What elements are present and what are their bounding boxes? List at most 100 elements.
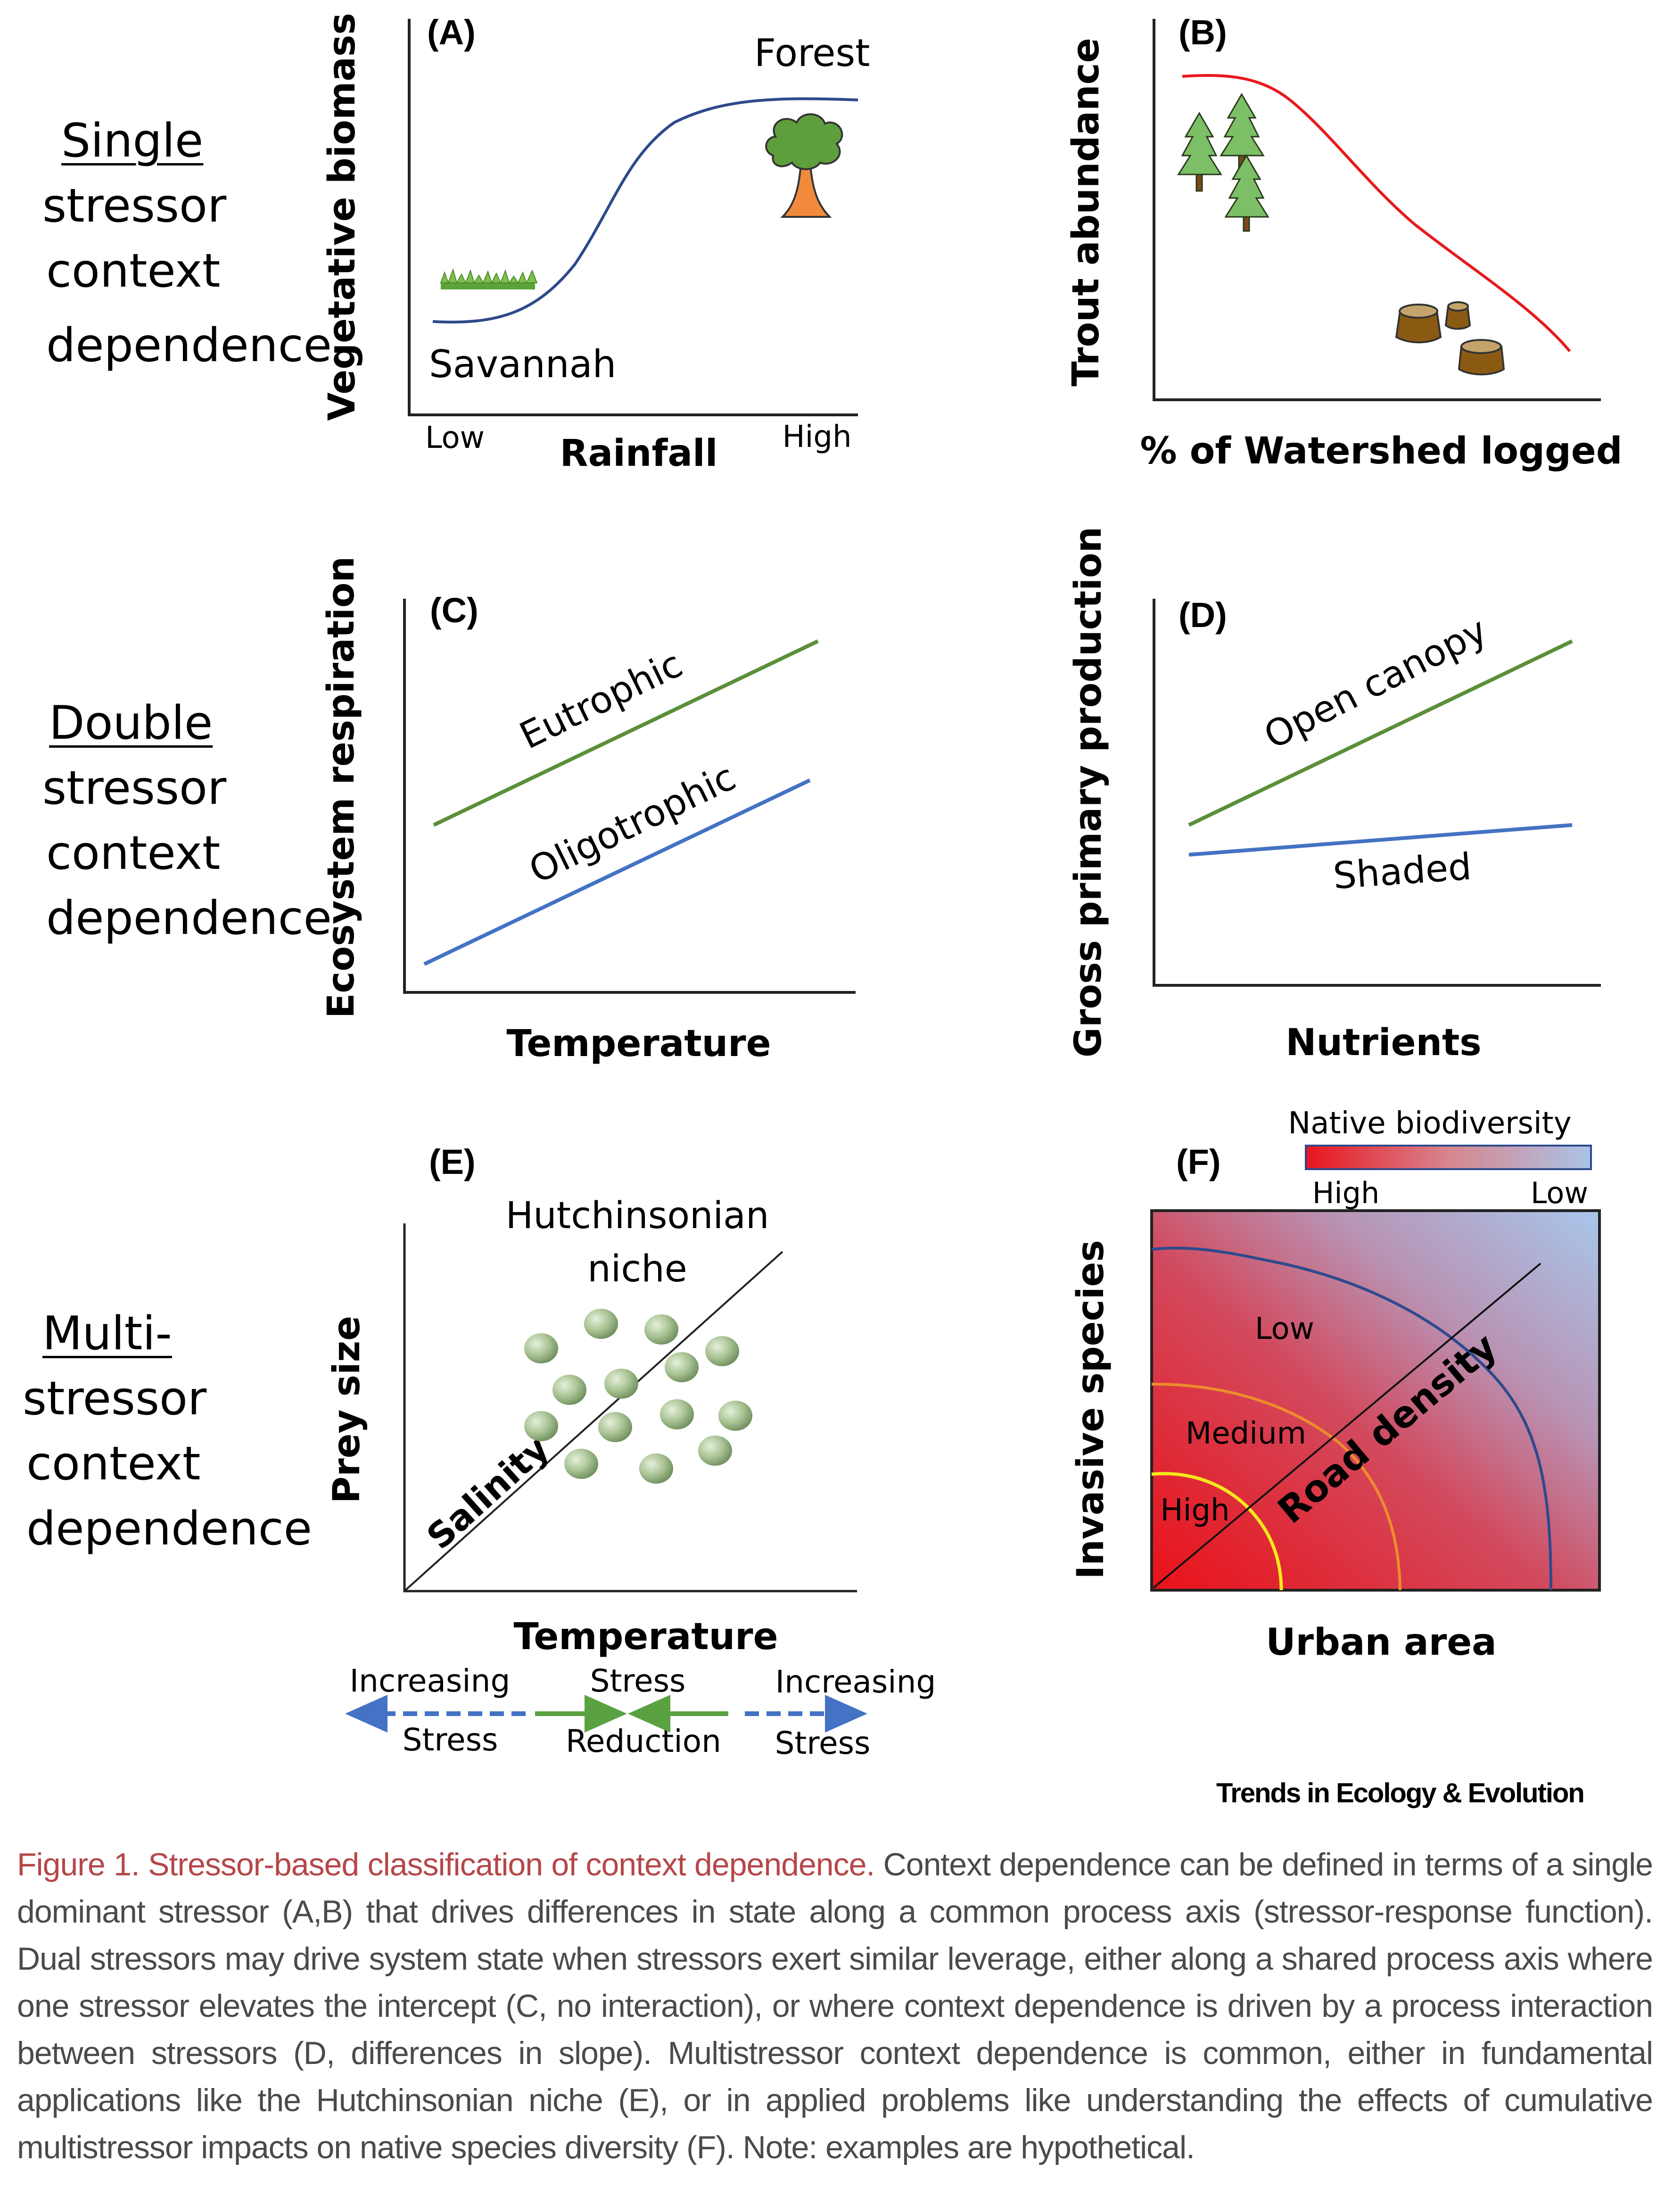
axes <box>403 599 856 994</box>
row-label-single: Single stressor context dependence <box>28 108 332 378</box>
panel-d: (D) Gross primary production Nutrients O… <box>1067 527 1601 1064</box>
row-line: stressor <box>23 1372 207 1426</box>
contour-high-label: High <box>1160 1493 1229 1528</box>
stumps-icon <box>1395 301 1505 376</box>
axes <box>1153 599 1601 987</box>
y-axis-label: Invasive species <box>1070 1240 1112 1579</box>
grass-icon <box>440 268 538 289</box>
x-axis-label: Rainfall <box>560 432 717 475</box>
niche-point <box>660 1399 694 1429</box>
panel-label: (A) <box>427 13 476 52</box>
legend-mid-1: Stress <box>590 1663 686 1699</box>
panel-c: (C) Ecosystem respiration Temperature Eu… <box>320 556 856 1065</box>
forest-label: Forest <box>754 31 870 75</box>
x-axis-label: % of Watershed logged <box>1140 430 1622 472</box>
row-line: stressor <box>42 761 227 815</box>
contour-high <box>1151 1472 1283 1591</box>
row-title-double: Double <box>49 696 213 750</box>
row-line: stressor <box>42 179 227 233</box>
x-axis-label: Urban area <box>1266 1621 1497 1664</box>
colorbar-high-label: High <box>1312 1176 1380 1210</box>
row-line: dependence <box>46 891 332 945</box>
series-label-oligotrophic: Oligotrophic <box>523 756 742 892</box>
row-label-double: Double stressor context dependence <box>28 691 332 951</box>
niche-points <box>524 1309 752 1484</box>
y-axis-label: Vegetative biomass <box>321 13 363 421</box>
legend-left-1: Increasing <box>350 1663 511 1699</box>
niche-label-1: Hutchinsonian <box>506 1195 769 1237</box>
colorbar-title: Native biodiversity <box>1288 1106 1571 1141</box>
tree-icon <box>765 113 843 218</box>
figure-caption: Figure 1. Stressor-based classification … <box>17 1841 1653 2171</box>
series-label-eutrophic: Eutrophic <box>513 643 689 758</box>
response-curve <box>1182 74 1571 352</box>
axes <box>1153 19 1601 401</box>
x-axis-label: Nutrients <box>1286 1022 1481 1064</box>
niche-point <box>665 1352 699 1382</box>
niche-label-2: niche <box>587 1248 687 1290</box>
niche-point <box>584 1309 618 1339</box>
niche-point <box>705 1336 739 1366</box>
savannah-label: Savannah <box>429 342 616 386</box>
panel-b: (B) Trout abundance % of Watershed logge… <box>1065 13 1623 472</box>
panel-e: (E) Prey size Temperature Salinity Hutch… <box>326 1142 936 1761</box>
road-density-diagonal <box>1153 1263 1541 1589</box>
panel-label: (B) <box>1179 13 1227 52</box>
series-line-shaded <box>1188 823 1573 857</box>
panel-f: (F) Native biodiversity High Low Road de… <box>1070 1106 1601 1664</box>
axes <box>403 1223 857 1593</box>
series-label-shaded: Shaded <box>1332 846 1473 898</box>
row-line: context <box>46 826 221 880</box>
panel-label: (F) <box>1176 1142 1221 1181</box>
contour-medium <box>1151 1382 1401 1591</box>
legend-right-1: Increasing <box>775 1664 936 1700</box>
y-axis-label: Gross primary production <box>1067 527 1110 1057</box>
niche-point <box>639 1453 673 1484</box>
caption-title: Figure 1. Stressor-based classification … <box>17 1847 875 1882</box>
journal-source-label: Trends in Ecology & Evolution <box>1216 1778 1585 1808</box>
series-line-eutrophic <box>433 639 819 827</box>
panel-label: (D) <box>1179 595 1227 635</box>
colorbar <box>1305 1145 1592 1170</box>
y-axis-label: Prey size <box>326 1316 368 1503</box>
colorbar-low-label: Low <box>1531 1176 1588 1210</box>
niche-point <box>644 1314 678 1345</box>
niche-point <box>598 1412 632 1442</box>
row-line: dependence <box>26 1502 312 1556</box>
axes <box>408 19 858 416</box>
panel-label: (E) <box>429 1142 476 1181</box>
series-line-open-canopy <box>1188 639 1573 827</box>
legend-mid-2: Reduction <box>566 1723 721 1759</box>
diagonal-label: Salinity <box>419 1428 557 1557</box>
niche-point <box>604 1369 638 1399</box>
salinity-diagonal <box>404 1251 783 1591</box>
row-line: context <box>26 1437 201 1491</box>
niche-point <box>524 1333 558 1363</box>
niche-point <box>718 1401 752 1431</box>
caption-body: Context dependence can be defined in ter… <box>17 1847 1653 2165</box>
row-title-single: Single <box>61 114 204 168</box>
row-label-multi: Multi- stressor context dependence <box>23 1301 312 1561</box>
row-line: context <box>46 244 221 298</box>
response-curve <box>432 97 858 324</box>
niche-point <box>564 1449 598 1479</box>
panel-label: (C) <box>430 591 478 630</box>
niche-point <box>698 1436 732 1466</box>
y-axis-label: Trout abundance <box>1065 38 1107 386</box>
x-high-label: High <box>782 420 851 454</box>
series-line-oligotrophic <box>423 778 811 966</box>
row-line: dependence <box>46 319 332 372</box>
niche-point <box>552 1375 586 1405</box>
row-title-multi: Multi- <box>42 1307 172 1361</box>
y-axis-label: Ecosystem respiration <box>320 556 363 1018</box>
panel-a: (A) Vegetative biomass Rainfall Low High… <box>321 13 870 475</box>
niche-point <box>524 1411 558 1441</box>
x-axis-label: Temperature <box>513 1616 778 1658</box>
contour-low <box>1151 1246 1552 1591</box>
x-axis-label: Temperature <box>506 1023 771 1065</box>
pine-trees-icon <box>1177 93 1269 232</box>
x-low-label: Low <box>425 421 485 455</box>
contour-low-label: Low <box>1255 1312 1314 1346</box>
contour-medium-label: Medium <box>1186 1416 1306 1451</box>
stress-legend: Increasing Stress Stress Reduction Incre… <box>345 1663 936 1761</box>
